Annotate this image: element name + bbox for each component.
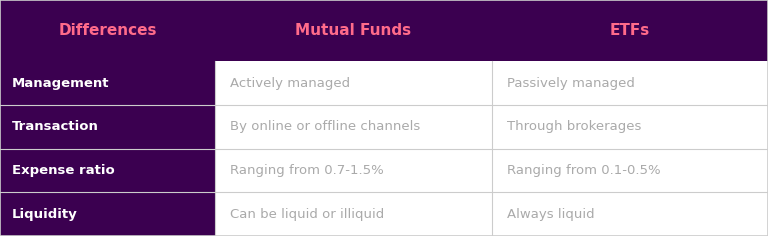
Text: Transaction: Transaction <box>12 120 98 133</box>
Text: ETFs: ETFs <box>610 23 650 38</box>
FancyBboxPatch shape <box>0 192 215 236</box>
FancyBboxPatch shape <box>215 192 492 236</box>
Text: Ranging from 0.1-0.5%: Ranging from 0.1-0.5% <box>507 164 660 177</box>
FancyBboxPatch shape <box>0 105 215 149</box>
FancyBboxPatch shape <box>215 149 492 192</box>
Text: Management: Management <box>12 77 109 90</box>
FancyBboxPatch shape <box>0 0 215 61</box>
Text: Can be liquid or illiquid: Can be liquid or illiquid <box>230 208 385 221</box>
Text: Expense ratio: Expense ratio <box>12 164 114 177</box>
FancyBboxPatch shape <box>0 61 215 105</box>
Text: Liquidity: Liquidity <box>12 208 78 221</box>
FancyBboxPatch shape <box>492 149 768 192</box>
Text: Differences: Differences <box>58 23 157 38</box>
Text: Always liquid: Always liquid <box>507 208 594 221</box>
FancyBboxPatch shape <box>492 105 768 149</box>
FancyBboxPatch shape <box>0 149 215 192</box>
Text: Through brokerages: Through brokerages <box>507 120 641 133</box>
FancyBboxPatch shape <box>215 61 492 105</box>
FancyBboxPatch shape <box>215 0 492 61</box>
FancyBboxPatch shape <box>492 61 768 105</box>
FancyBboxPatch shape <box>492 192 768 236</box>
Text: Passively managed: Passively managed <box>507 77 635 90</box>
Text: Mutual Funds: Mutual Funds <box>295 23 412 38</box>
FancyBboxPatch shape <box>492 0 768 61</box>
Text: Ranging from 0.7-1.5%: Ranging from 0.7-1.5% <box>230 164 384 177</box>
Text: By online or offline channels: By online or offline channels <box>230 120 421 133</box>
Text: Actively managed: Actively managed <box>230 77 350 90</box>
FancyBboxPatch shape <box>215 105 492 149</box>
